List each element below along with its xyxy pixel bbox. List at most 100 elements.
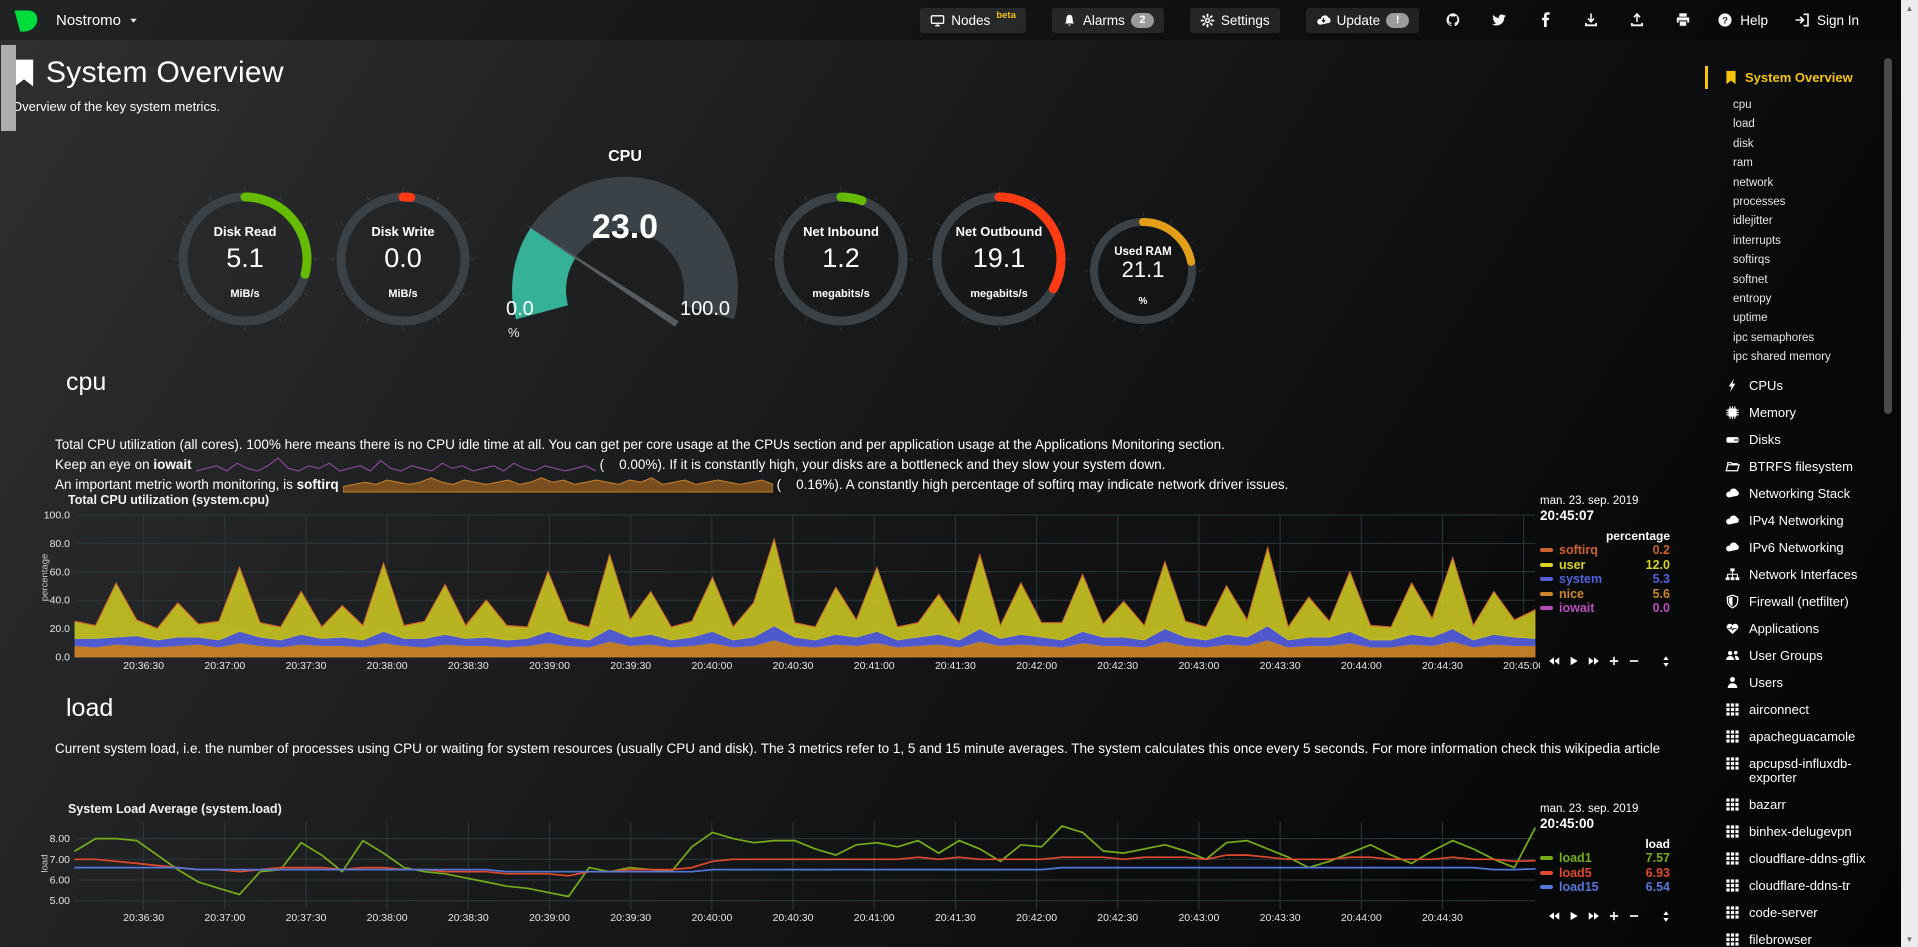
minus-button[interactable] xyxy=(1628,655,1640,667)
sidebar-item-user-groups[interactable]: User Groups xyxy=(1705,648,1885,663)
legend-row-nice[interactable]: nice 5.6 xyxy=(1540,587,1670,602)
sidebar-item-disks[interactable]: Disks xyxy=(1705,432,1885,447)
facebook-button[interactable] xyxy=(1537,12,1553,28)
bookmark-icon xyxy=(1725,70,1737,85)
sidebar-subitem-entropy[interactable]: entropy xyxy=(1733,293,1772,306)
legend-row-system[interactable]: system 5.3 xyxy=(1540,572,1670,587)
sidebar-subitem-softirqs[interactable]: softirqs xyxy=(1733,254,1771,267)
print-button[interactable] xyxy=(1675,12,1691,28)
plus-button[interactable] xyxy=(1608,910,1620,922)
sidebar-item-memory[interactable]: Memory xyxy=(1705,405,1885,420)
nav-label: Update xyxy=(1336,12,1381,28)
download-button[interactable] xyxy=(1583,12,1599,28)
sidebar-item-users[interactable]: Users xyxy=(1705,675,1885,690)
hostname-dropdown[interactable]: Nostromo xyxy=(56,0,138,40)
sidebar-subitem-processes[interactable]: processes xyxy=(1733,196,1786,209)
help-button[interactable]: ? Help xyxy=(1717,12,1768,28)
sidebar-item-applications[interactable]: Applications xyxy=(1705,621,1885,636)
load-chart-resize-handle[interactable] xyxy=(1660,910,1672,923)
github-button[interactable] xyxy=(1445,12,1461,28)
seek-fwd-button[interactable] xyxy=(1588,910,1600,922)
sidebar-item-cpus[interactable]: CPUs xyxy=(1705,378,1885,393)
scrollbar-thumb[interactable] xyxy=(1,45,16,131)
sidebar-subitem-interrupts[interactable]: interrupts xyxy=(1733,234,1781,247)
legend-row-load5[interactable]: load5 6.93 xyxy=(1540,866,1670,881)
iowait-sparkline xyxy=(195,455,596,473)
legend-row-load15[interactable]: load15 6.54 xyxy=(1540,880,1670,895)
play-button[interactable] xyxy=(1568,655,1580,667)
sidebar-item-cloudflare-ddns-gflix[interactable]: cloudflare-ddns-gflix xyxy=(1705,851,1885,866)
disk-read-gauge[interactable]: Disk Read 5.1 MiB/s xyxy=(170,184,320,334)
sidebar-item-apcupsd-influxdb-exporter[interactable]: apcupsd-influxdb-exporter xyxy=(1705,756,1885,785)
twitter-button[interactable] xyxy=(1491,12,1507,28)
sidebar-subitem-ipc-semaphores[interactable]: ipc semaphores xyxy=(1733,331,1815,344)
sidebar-item-ipv4-networking[interactable]: IPv4 Networking xyxy=(1705,513,1885,528)
seek-fwd-button[interactable] xyxy=(1588,655,1600,667)
svg-text:20:36:30: 20:36:30 xyxy=(123,912,164,924)
sidebar-item-binhex-delugevpn[interactable]: binhex-delugevpn xyxy=(1705,824,1885,839)
cpu-chart-resize-handle[interactable] xyxy=(1660,655,1672,668)
plus-button[interactable] xyxy=(1608,655,1620,667)
svg-text:0.0: 0.0 xyxy=(55,652,70,664)
sidebar-subitem-idlejitter[interactable]: idlejitter xyxy=(1733,215,1773,228)
netdata-logo-icon[interactable] xyxy=(10,6,38,34)
sidebar-subitem-load[interactable]: load xyxy=(1733,118,1755,131)
sidebar-subitem-network[interactable]: network xyxy=(1733,176,1774,189)
cpu-chart-toolbar xyxy=(1548,655,1640,667)
window-scrollbar[interactable]: ▲ ▼ xyxy=(1901,0,1918,947)
sidebar-subitem-softnet[interactable]: softnet xyxy=(1733,273,1768,286)
load-chart-legend: man. 23. sep. 2019 20:45:00 load load1 7.57 l… xyxy=(1540,803,1670,895)
load-chart[interactable]: 20:36:30 20:37:00 20:37:30 20:38:00 20:38:30… xyxy=(40,818,1540,929)
upload-button[interactable] xyxy=(1629,12,1645,28)
nav-alarms-button[interactable]: Alarms 2 xyxy=(1051,7,1164,33)
disk-write-gauge[interactable]: Disk Write 0.0 MiB/s xyxy=(328,184,478,334)
seek-back-button[interactable] xyxy=(1548,655,1560,667)
cpu-chart[interactable]: 20:36:30 20:37:00 20:37:30 20:38:00 20:38:30… xyxy=(40,506,1544,679)
sidebar-item-bazarr[interactable]: bazarr xyxy=(1705,797,1885,812)
cpu-gauge[interactable]: CPU 23.0 0.0 100.0% xyxy=(498,148,752,348)
nav-update-button[interactable]: Update! xyxy=(1305,7,1420,33)
sidebar-item-ipv6-networking[interactable]: IPv6 Networking xyxy=(1705,540,1885,555)
net-outbound-gauge[interactable]: Net Outbound 19.1 megabits/s xyxy=(924,184,1074,334)
legend-row-load1[interactable]: load1 7.57 xyxy=(1540,851,1670,866)
scrollbar-down-arrow[interactable]: ▼ xyxy=(1905,934,1914,944)
sidebar-subitem-uptime[interactable]: uptime xyxy=(1733,312,1768,325)
used-ram-gauge[interactable]: Used RAM 21.1% xyxy=(1083,211,1203,331)
cpu-section-heading: cpu xyxy=(66,368,107,396)
svg-text:7.00: 7.00 xyxy=(50,854,71,866)
sidebar-subitem-disk[interactable]: disk xyxy=(1733,137,1754,150)
scrollbar-up-arrow[interactable]: ▲ xyxy=(1905,3,1914,13)
nav-nodes-button[interactable]: Nodes beta xyxy=(920,7,1026,33)
nav-settings-button[interactable]: Settings xyxy=(1189,7,1280,33)
svg-text:20:42:00: 20:42:00 xyxy=(1016,660,1057,672)
sidebar-item-firewall-netfilter-[interactable]: Firewall (netfilter) xyxy=(1705,594,1885,609)
sidebar-item-btrfs-filesystem[interactable]: BTRFS filesystem xyxy=(1705,459,1885,474)
sidebar-item-apacheguacamole[interactable]: apacheguacamole xyxy=(1705,729,1885,744)
legend-row-iowait[interactable]: iowait 0.0 xyxy=(1540,601,1670,616)
sidebar-item-filebrowser[interactable]: filebrowser xyxy=(1705,932,1885,947)
minus-button[interactable] xyxy=(1628,910,1640,922)
legend-row-user[interactable]: user 12.0 xyxy=(1540,558,1670,573)
signin-button[interactable]: Sign In xyxy=(1794,12,1859,28)
sidebar-subitem-ipc-shared-memory[interactable]: ipc shared memory xyxy=(1733,351,1831,364)
sidebar-item-airconnect[interactable]: airconnect xyxy=(1705,702,1885,717)
seek-back-button[interactable] xyxy=(1548,910,1560,922)
play-button[interactable] xyxy=(1568,910,1580,922)
svg-text:20:44:00: 20:44:00 xyxy=(1341,912,1382,924)
sidebar-subitem-cpu[interactable]: cpu xyxy=(1733,99,1752,111)
net-inbound-gauge[interactable]: Net Inbound 1.2 megabits/s xyxy=(766,184,916,334)
sidebar-item-cloudflare-ddns-tr[interactable]: cloudflare-ddns-tr xyxy=(1705,878,1885,893)
sidebar-scrollbar[interactable] xyxy=(1884,58,1892,414)
sidebar-item-code-server[interactable]: code-server xyxy=(1705,905,1885,920)
sidebar-item-network-interfaces[interactable]: Network Interfaces xyxy=(1705,567,1885,582)
svg-text:20:43:30: 20:43:30 xyxy=(1260,660,1301,672)
sidebar-item-networking-stack[interactable]: Networking Stack xyxy=(1705,486,1885,501)
cpu-section-description: Total CPU utilization (all cores). 100% … xyxy=(55,434,1715,494)
legend-row-softirq[interactable]: softirq 0.2 xyxy=(1540,543,1670,558)
svg-text:20:40:30: 20:40:30 xyxy=(773,912,814,924)
shield-icon xyxy=(1725,594,1740,609)
sidebar-item-system-overview[interactable]: System Overview xyxy=(1705,66,1885,89)
legend-name: nice xyxy=(1559,586,1585,601)
sidebar-item-label: Firewall (netfilter) xyxy=(1749,593,1849,609)
sidebar-subitem-ram[interactable]: ram xyxy=(1733,157,1753,170)
